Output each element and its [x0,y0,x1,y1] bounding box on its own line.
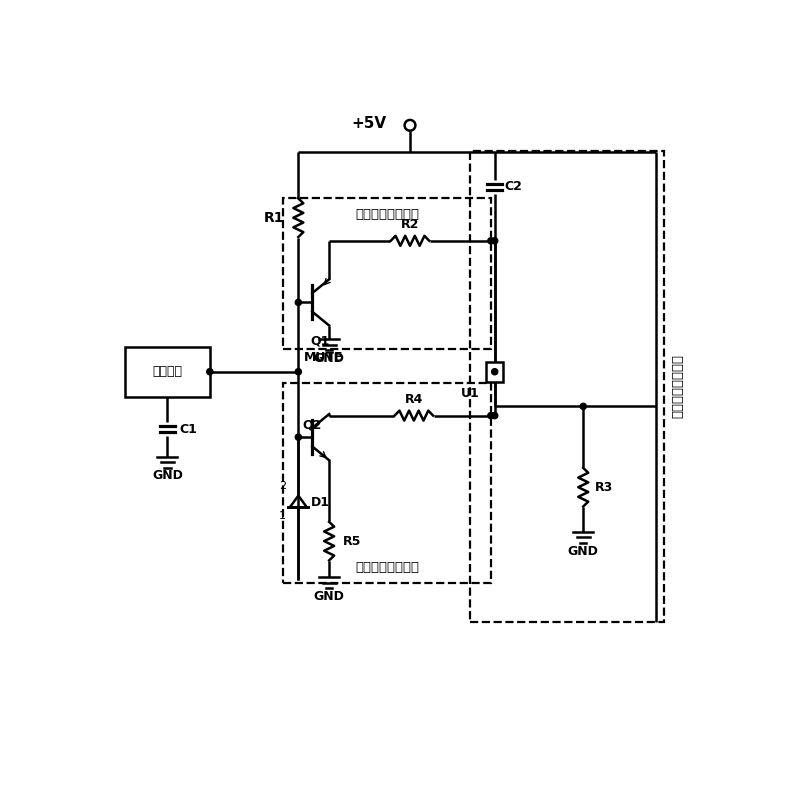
FancyBboxPatch shape [486,362,503,382]
Text: Q1: Q1 [310,335,330,348]
Text: R4: R4 [405,392,423,406]
Circle shape [295,299,302,306]
Circle shape [492,368,498,375]
Text: 1: 1 [279,511,286,522]
Circle shape [206,368,213,375]
Text: D1: D1 [310,496,330,509]
Text: Q2: Q2 [302,418,322,431]
Circle shape [295,368,302,375]
Text: GND: GND [568,545,598,558]
Text: 音频功放: 音频功放 [153,365,182,378]
Text: R1: R1 [264,210,285,225]
Text: GND: GND [314,353,345,365]
Text: R3: R3 [594,480,613,494]
Text: 开机响应开关电路: 开机响应开关电路 [355,208,419,221]
Text: 开关电压产生电路: 开关电压产生电路 [672,354,685,418]
Text: GND: GND [314,590,345,603]
Text: C2: C2 [504,180,522,194]
Text: GND: GND [152,469,183,482]
Text: R5: R5 [343,534,362,548]
Text: R2: R2 [401,218,419,231]
Text: 2: 2 [279,480,286,491]
Text: 关机响应开关电路: 关机响应开关电路 [355,561,419,574]
Text: +5V: +5V [352,115,387,130]
Circle shape [488,413,494,418]
Circle shape [488,237,494,244]
Circle shape [492,413,498,418]
FancyBboxPatch shape [125,347,210,397]
Circle shape [295,434,302,440]
Text: MUTE: MUTE [304,351,343,364]
Text: C1: C1 [179,422,197,436]
Text: U1: U1 [461,387,479,400]
Circle shape [580,403,586,410]
Circle shape [492,237,498,244]
